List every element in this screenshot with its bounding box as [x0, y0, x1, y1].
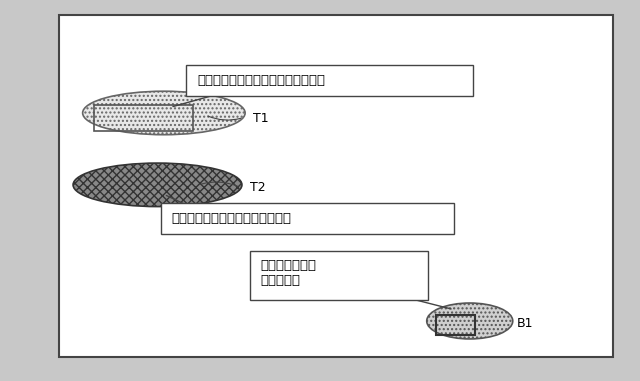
FancyBboxPatch shape [161, 203, 454, 234]
FancyBboxPatch shape [250, 251, 428, 300]
Ellipse shape [83, 91, 245, 135]
FancyBboxPatch shape [59, 14, 613, 357]
Text: 誤操作が頻発し
ています。: 誤操作が頻発し ています。 [260, 259, 317, 287]
Ellipse shape [73, 163, 242, 207]
Text: T2: T2 [250, 181, 266, 194]
Text: T1: T1 [253, 112, 269, 125]
Ellipse shape [427, 303, 513, 339]
Text: ほとんど使われていない領域です。: ほとんど使われていない領域です。 [197, 74, 325, 87]
Text: 問題なく正しく使われています。: 問題なく正しく使われています。 [172, 212, 292, 225]
FancyBboxPatch shape [186, 65, 473, 96]
Text: B1: B1 [516, 317, 532, 330]
